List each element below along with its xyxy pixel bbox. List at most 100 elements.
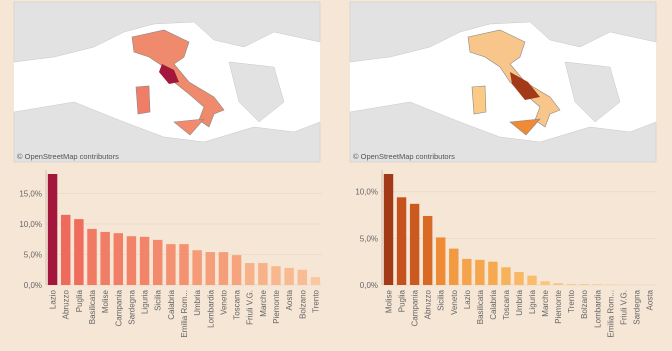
x-tick-label: Lombardia (206, 289, 215, 327)
x-tick-label: Liguria (528, 289, 537, 314)
x-tick-label: Molise (385, 289, 394, 313)
x-tick-label: Umbria (515, 289, 524, 315)
sicily (509, 118, 541, 136)
bar (449, 248, 459, 285)
x-tick-label: Marche (541, 289, 550, 316)
x-tick-label: Sicilia (154, 289, 163, 310)
bar-chart: 0,0% 5,0% 10,0% Molise Puglia Campania Abruzzo… (355, 170, 656, 338)
x-tick-label: Lazio (49, 289, 58, 309)
y-tick-label: 10,0% (19, 220, 42, 229)
bar (271, 266, 281, 285)
bar (396, 197, 407, 285)
x-tick-label: Sardegna (127, 289, 136, 324)
region-highlight (510, 72, 540, 100)
bar (579, 284, 589, 285)
land (13, 1, 321, 63)
x-tick-label: Emilia Rom... (606, 290, 615, 338)
bar (488, 261, 498, 285)
x-tick-label: Piemonte (272, 289, 281, 323)
x-tick-label: Emilia Rom... (180, 290, 189, 338)
bar (60, 214, 71, 285)
bar (139, 236, 150, 285)
sicily (173, 118, 205, 136)
bar (553, 283, 563, 285)
bar (218, 252, 229, 285)
bar (113, 233, 124, 285)
y-tick-label: 0,0% (24, 281, 42, 290)
bar (527, 275, 537, 285)
land (564, 61, 621, 123)
x-tick-label: Abruzzo (424, 289, 433, 319)
x-tick-label: Lombardia (593, 289, 602, 327)
sardinia (471, 85, 487, 115)
x-tick-label: Puglia (75, 289, 84, 312)
x-tick-label: Trento (567, 289, 576, 312)
x-tick-label: Aosta (285, 289, 294, 310)
x-tick-label: Veneto (219, 289, 228, 314)
x-tick-label: Liguria (141, 289, 150, 314)
x-tick-label: Marche (259, 289, 268, 316)
x-tick-label: Calabria (167, 289, 176, 319)
bar (422, 215, 433, 285)
bar (166, 244, 176, 285)
x-tick-label: Calabria (489, 289, 498, 319)
bar (409, 203, 420, 285)
x-tick-label: Molise (101, 289, 110, 313)
y-tick-label: 0,0% (360, 281, 378, 290)
bar (383, 174, 394, 285)
bar (47, 174, 58, 285)
x-tick-label: Trento (311, 289, 320, 312)
x-tick-label: Veneto (450, 289, 459, 314)
x-tick-label: Toscana (502, 289, 511, 319)
sardinia (135, 85, 151, 115)
bar (244, 263, 255, 285)
bar (514, 271, 524, 285)
x-tick-label: Lazio (463, 289, 472, 309)
x-tick-label: Puglia (398, 289, 407, 312)
x-tick-label: Bolzano (580, 289, 589, 318)
land (13, 101, 321, 163)
bar (462, 258, 472, 285)
italy-map (131, 29, 225, 128)
map-attribution: © OpenStreetMap contributors (17, 152, 119, 161)
bar (540, 281, 550, 285)
region-highlight (159, 64, 179, 84)
bar (192, 250, 202, 285)
x-tick-label: Campania (411, 289, 420, 326)
y-tick-label: 5,0% (24, 251, 42, 260)
bar (592, 284, 602, 285)
bar-chart: 0,0% 5,0% 10,0% 15,0% Lazio Abruzzo Puglia Basi… (19, 170, 322, 338)
x-tick-label: Basilicata (476, 289, 485, 324)
bar (501, 267, 511, 285)
bar (87, 228, 97, 285)
land (228, 61, 285, 123)
bar (297, 269, 308, 285)
bar (310, 277, 321, 285)
bar (126, 236, 137, 285)
map-panel: © OpenStreetMap contributors (349, 1, 657, 163)
bar (231, 255, 242, 285)
x-tick-label: Basilicata (88, 289, 97, 324)
x-tick-label: Campania (114, 289, 123, 326)
map-attribution: © OpenStreetMap contributors (353, 152, 455, 161)
bar (74, 219, 84, 285)
y-tick-label: 10,0% (355, 188, 378, 197)
bar (205, 252, 216, 285)
x-tick-label: Umbria (193, 289, 202, 315)
x-tick-label: Friuli V.G. (619, 290, 628, 325)
x-tick-label: Abruzzo (62, 289, 71, 319)
x-tick-label: Sicilia (437, 289, 446, 310)
x-tick-label: Friuli V.G. (246, 290, 255, 325)
y-tick-label: 5,0% (360, 234, 378, 243)
map-panel: © OpenStreetMap contributors (13, 1, 321, 163)
bar (475, 259, 485, 285)
land (349, 1, 657, 63)
x-tick-label: Aosta (645, 289, 654, 310)
x-tick-label: Sardegna (632, 289, 641, 324)
bar (258, 263, 268, 285)
bar (436, 237, 446, 285)
bar (566, 284, 576, 285)
bar (179, 244, 189, 285)
x-tick-label: Bolzano (298, 289, 307, 318)
